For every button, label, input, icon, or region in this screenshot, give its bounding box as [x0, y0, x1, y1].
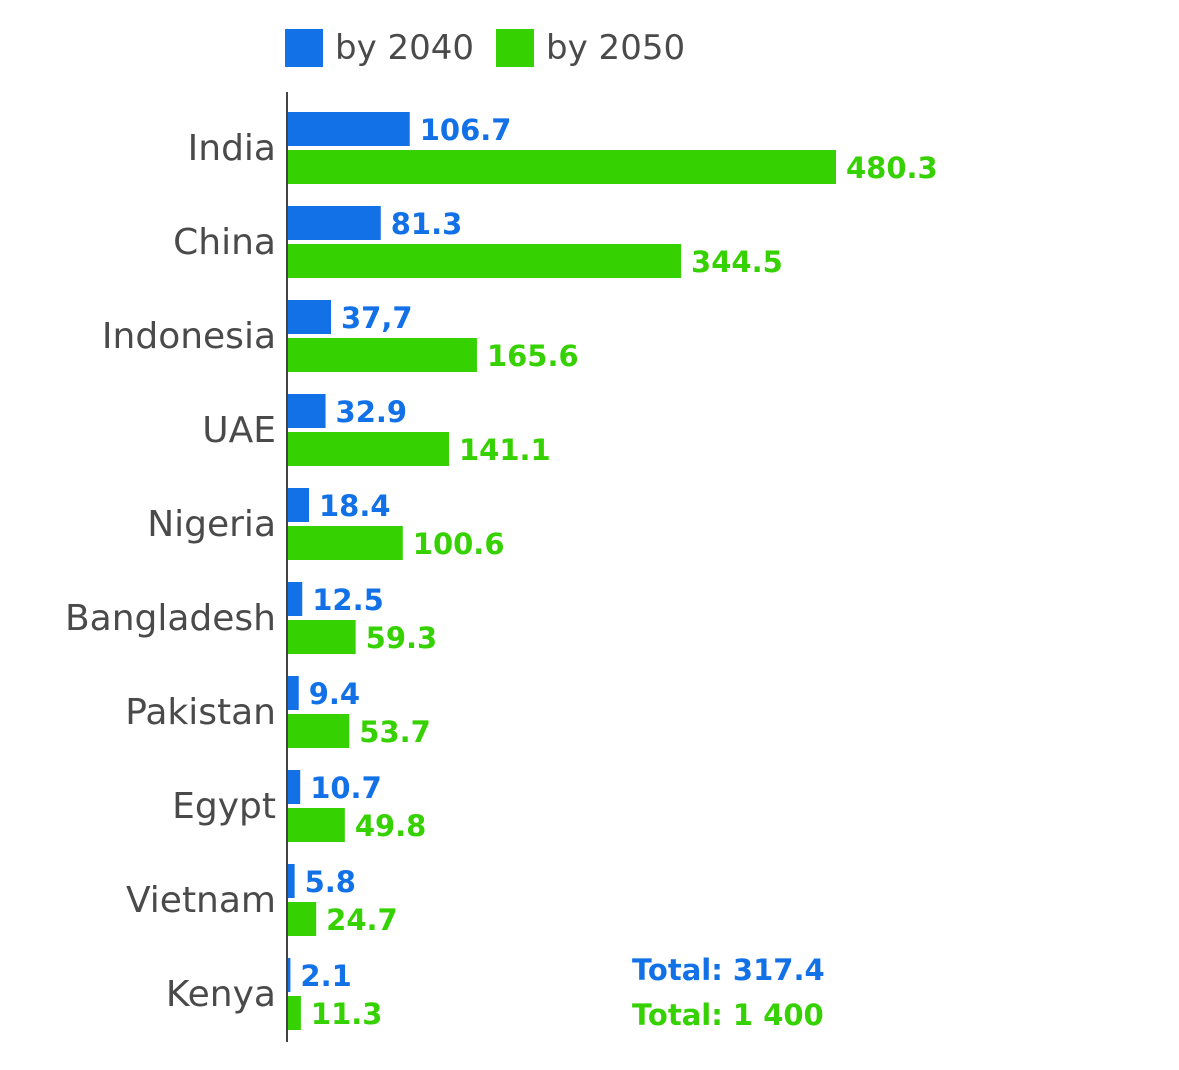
- bar-2040: [288, 112, 410, 146]
- legend-item-2040: by 2040: [285, 28, 474, 68]
- legend-item-2050: by 2050: [496, 28, 685, 68]
- category-label: Egypt: [172, 786, 276, 827]
- data-label-2050: 49.8: [355, 809, 427, 843]
- bar-2040: [288, 394, 326, 428]
- data-label-2050: 480.3: [846, 151, 938, 185]
- bar-2040: [288, 206, 381, 240]
- bar-2040: [288, 958, 291, 992]
- data-label-2050: 24.7: [326, 903, 398, 937]
- data-label-2040: 81.3: [391, 207, 463, 241]
- category-label: Nigeria: [147, 504, 276, 545]
- bar-2050: [288, 808, 345, 842]
- category-label: China: [173, 222, 276, 263]
- data-label-2040: 12.5: [312, 583, 384, 617]
- bar-2050: [288, 620, 356, 654]
- bar-2050: [288, 244, 682, 278]
- data-label-2050: 165.6: [487, 339, 579, 373]
- legend-swatch-2040: [285, 29, 323, 67]
- data-label-2040: 37,7: [341, 301, 413, 335]
- bar-2040: [288, 770, 301, 804]
- bar-2040: [288, 582, 303, 616]
- bar-2040: [288, 300, 332, 334]
- bar-2040: [288, 864, 295, 898]
- bar-2050: [288, 526, 403, 560]
- data-label-2050: 344.5: [691, 245, 783, 279]
- category-label: India: [188, 128, 276, 169]
- data-label-2040: 2.1: [300, 959, 351, 993]
- legend-label-2050: by 2050: [546, 28, 686, 68]
- bar-2050: [288, 150, 836, 184]
- data-label-2050: 53.7: [359, 715, 431, 749]
- bar-2050: [288, 996, 301, 1030]
- legend: by 2040 by 2050: [285, 28, 707, 68]
- total-2040: Total: 317.4: [632, 953, 825, 987]
- category-label: Bangladesh: [65, 598, 276, 639]
- data-label-2050: 100.6: [413, 527, 505, 561]
- bar-2050: [288, 714, 350, 748]
- data-label-2050: 141.1: [459, 433, 551, 467]
- data-label-2040: 18.4: [319, 489, 391, 523]
- data-label-2040: 32.9: [336, 395, 408, 429]
- category-label: Indonesia: [102, 316, 276, 357]
- category-label: Kenya: [166, 974, 276, 1015]
- data-label-2040: 106.7: [420, 113, 512, 147]
- legend-label-2040: by 2040: [335, 28, 475, 68]
- data-label-2040: 10.7: [310, 771, 382, 805]
- category-label: Vietnam: [126, 880, 276, 921]
- data-label-2050: 59.3: [366, 621, 438, 655]
- category-label: UAE: [202, 410, 276, 451]
- data-label-2040: 5.8: [305, 865, 356, 899]
- data-label-2050: 11.3: [311, 997, 383, 1031]
- total-2050: Total: 1 400: [632, 998, 824, 1032]
- data-label-2040: 9.4: [309, 677, 360, 711]
- bar-2050: [288, 902, 317, 936]
- bar-2050: [288, 432, 449, 466]
- legend-swatch-2050: [496, 29, 535, 67]
- bar-2040: [288, 488, 309, 522]
- bar-2050: [288, 338, 477, 372]
- category-label: Pakistan: [125, 692, 276, 733]
- bar-2040: [288, 676, 299, 710]
